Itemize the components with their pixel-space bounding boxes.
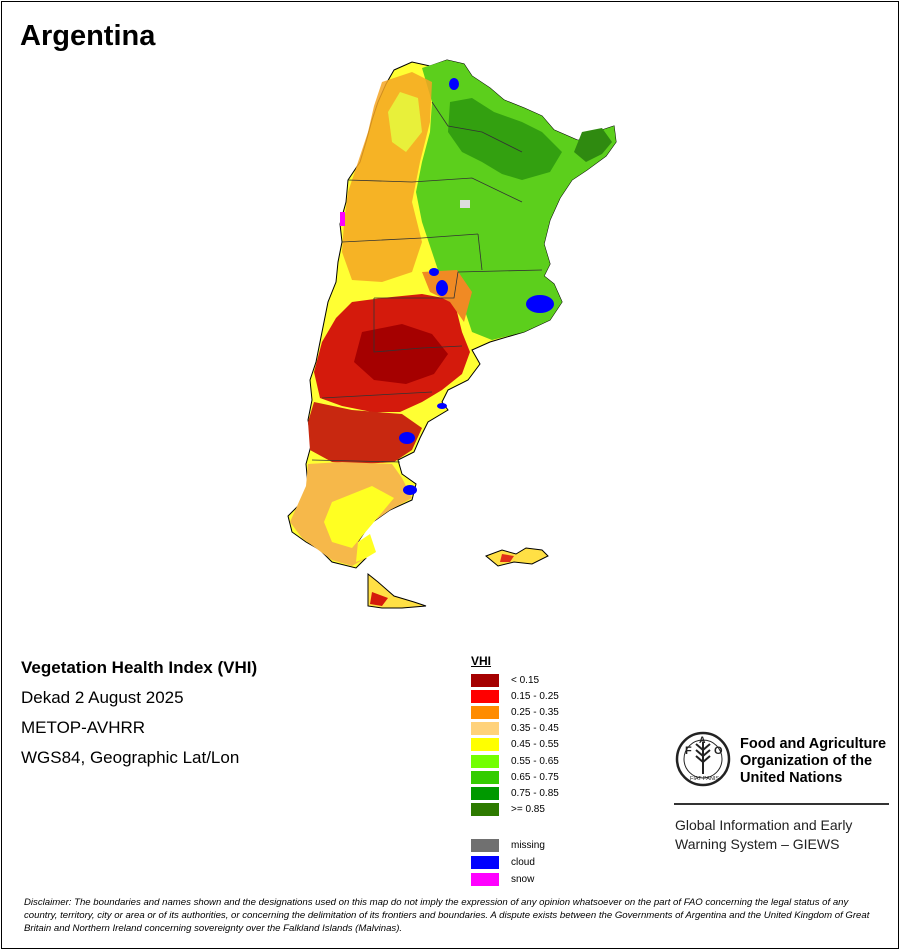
legend-label: 0.25 - 0.35: [511, 707, 559, 719]
cloud-patch: [526, 295, 554, 313]
legend-label: 0.55 - 0.65: [511, 755, 559, 767]
projection-label: WGS84, Geographic Lat/Lon: [21, 748, 240, 767]
disclaimer: Disclaimer: The boundaries and names sho…: [24, 897, 870, 934]
legend-label: 0.35 - 0.45: [511, 723, 559, 735]
fao-name-line: United Nations: [740, 770, 843, 786]
fao-name-line: Organization of the: [740, 753, 873, 769]
legend-swatch: [471, 690, 499, 704]
tierra-del-fuego-red: [370, 592, 388, 606]
fao-name: Food and Agriculture Organization of the…: [740, 736, 898, 787]
fao-name-line: Food and Agriculture: [740, 736, 887, 752]
legend: VHI < 0.15 0.15 - 0.25 0.25 - 0.35 0.35 - 0…: [471, 654, 559, 886]
fao-logo-letter-a: A: [699, 735, 706, 745]
legend-swatch: [471, 754, 499, 768]
legend-swatch: [471, 738, 499, 752]
northeast-dark-green: [448, 98, 562, 180]
legend-swatch: [471, 838, 499, 852]
product-title: Vegetation Health Index (VHI): [21, 658, 258, 677]
patagonia-yellow: [324, 486, 394, 548]
north-patagonia-zone: [308, 402, 422, 464]
fao-logo-letter-o: O: [714, 745, 723, 757]
province-boundaries: [311, 101, 543, 463]
period-label: Dekad 2 August 2025: [21, 688, 184, 707]
pampas-orange: [422, 270, 472, 322]
map-title: Argentina: [20, 20, 156, 52]
fao-logo-motto: FIAT PANIS: [690, 776, 719, 782]
fao-logo-icon: F A O FIAT PANIS: [675, 731, 731, 787]
cloud-patch: [403, 485, 417, 495]
vhi-map: [2, 2, 898, 642]
legend-label: 0.45 - 0.55: [511, 739, 559, 751]
legend-swatch: [471, 770, 499, 784]
divider: [674, 803, 889, 805]
legend-label: snow: [511, 873, 535, 885]
giews-label: Global Information and Early Warning Sys…: [675, 816, 895, 854]
cloud-patch: [399, 432, 415, 444]
legend-label: 0.65 - 0.75: [511, 771, 559, 783]
legend-swatch: [471, 786, 499, 800]
legend-label: 0.15 - 0.25: [511, 691, 559, 703]
missing-patch: [460, 200, 470, 208]
fao-logo-letter-f: F: [685, 745, 692, 757]
northwest-yellow-patches: [388, 92, 422, 152]
legend-label: 0.75 - 0.85: [511, 787, 559, 799]
legend-label: cloud: [511, 856, 535, 868]
legend-label: missing: [511, 839, 545, 851]
legend-swatch: [471, 872, 499, 886]
legend-title: VHI: [471, 654, 492, 668]
legend-swatch: [471, 722, 499, 736]
sensor-label: METOP-AVHRR: [21, 718, 146, 737]
cloud-patch: [436, 280, 448, 296]
legend-swatch: [471, 706, 499, 720]
cloud-patch: [429, 268, 439, 276]
map-info: Vegetation Health Index (VHI) Dekad 2 Au…: [21, 657, 257, 777]
legend-label: < 0.15: [511, 675, 540, 686]
giews-line: Warning System – GIEWS: [675, 836, 840, 852]
argentina-vhi-map: [287, 59, 617, 609]
falkland-islands: [485, 547, 549, 567]
patagonia-south-yellow: [356, 534, 376, 562]
mesopotamia-green: [574, 128, 612, 162]
snow-patch: [340, 212, 345, 226]
cloud-patch: [437, 403, 447, 409]
giews-line: Global Information and Early: [675, 817, 853, 833]
legend-label: >= 0.85: [511, 803, 545, 815]
falkland-islands-red: [500, 554, 514, 562]
legend-swatch: [471, 802, 499, 816]
legend-swatch: [471, 674, 499, 687]
cloud-patch: [449, 78, 459, 90]
legend-swatch: [471, 855, 499, 869]
central-severe-drought: [354, 324, 448, 384]
